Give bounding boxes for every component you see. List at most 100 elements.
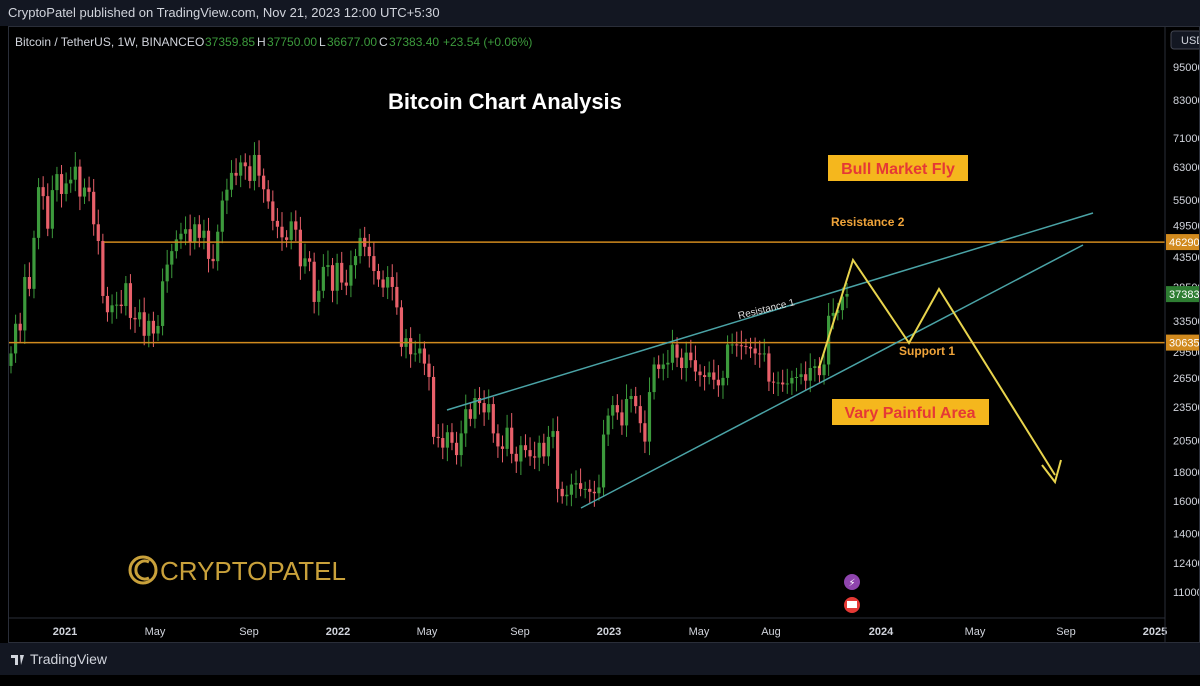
candle-body <box>55 174 59 191</box>
price-chart[interactable]: Bitcoin / TetherUS, 1W, BINANCE O 37359.… <box>9 27 1199 642</box>
candle-body <box>87 187 91 192</box>
candle-body <box>739 345 743 347</box>
candle-body <box>344 282 348 286</box>
candle-body <box>565 494 569 497</box>
candle-body <box>606 415 610 435</box>
candle-body <box>64 183 68 194</box>
price-tags: 46290 37383 30635 <box>1166 234 1199 351</box>
candle-body <box>813 366 817 368</box>
price-tick-label: 12400 <box>1173 558 1199 570</box>
candle-body <box>661 364 665 369</box>
candle-body <box>721 377 725 386</box>
candle-body <box>326 265 330 267</box>
candle-body <box>790 377 794 384</box>
candle-body <box>234 172 238 176</box>
time-tick-label: May <box>689 626 710 638</box>
candle-body <box>197 224 201 238</box>
candle-body <box>666 362 670 365</box>
price-tag-box <box>1166 334 1199 351</box>
candle-body <box>193 224 197 243</box>
candle-body <box>427 363 431 377</box>
candle-body <box>638 406 642 424</box>
candle-body <box>353 256 358 266</box>
candle-body <box>206 230 211 259</box>
resistance-1-label: Resistance 1 <box>737 297 796 322</box>
candle-body <box>703 375 707 377</box>
candle-body <box>376 271 381 280</box>
candle-body <box>592 491 596 494</box>
candle-body <box>156 325 160 334</box>
candlestick-series <box>9 140 849 507</box>
x-axis[interactable]: 2021 May Sep 2022 May Sep 2023 May Aug 2024 May Sep… <box>53 626 1167 638</box>
candle-body <box>78 166 82 197</box>
chart-frame[interactable]: Bitcoin / TetherUS, 1W, BINANCE O 37359.… <box>8 26 1200 643</box>
price-tick-label: 26500 <box>1173 373 1199 385</box>
candle-body <box>138 312 142 320</box>
candle-body <box>285 237 289 240</box>
price-tick-label: 33500 <box>1173 316 1199 328</box>
candle-body <box>409 338 413 355</box>
candle-body <box>413 353 417 355</box>
candle-body <box>225 189 229 201</box>
candle-body <box>744 346 748 348</box>
tradingview-brand[interactable]: TradingView <box>30 651 108 667</box>
lightning-event-icon[interactable] <box>844 574 860 590</box>
candle-body <box>510 427 514 454</box>
ohlc-high-label: H <box>257 35 266 49</box>
candle-body <box>271 201 275 221</box>
candle-body <box>436 436 440 439</box>
candle-body <box>500 446 505 449</box>
candle-body <box>473 397 477 419</box>
painful-area-label: Vary Painful Area <box>844 405 975 422</box>
candle-body <box>652 364 656 393</box>
candle-body <box>390 277 394 287</box>
candle-body <box>551 431 555 437</box>
candle-body <box>583 488 587 490</box>
candle-body <box>629 396 633 399</box>
candle-body <box>298 229 302 267</box>
candle-body <box>13 323 18 354</box>
candle-body <box>487 404 491 413</box>
upper-trend-line[interactable] <box>446 212 1094 411</box>
candle-body <box>330 265 335 291</box>
price-tag-label: 30635 <box>1169 338 1199 350</box>
candle-body <box>101 240 105 296</box>
candle-body <box>569 484 573 495</box>
candle-body <box>386 277 390 288</box>
candle-body <box>799 374 803 377</box>
candle-body <box>776 382 780 384</box>
candle-body <box>624 398 629 426</box>
candle-body <box>105 295 110 313</box>
candle-body <box>294 221 298 230</box>
publish-info-bar: CryptoPatel published on TradingView.com… <box>0 0 1200 26</box>
ohlc-high-value: 37750.00 <box>267 35 317 49</box>
ohlc-close-value: 37383.40 <box>389 35 439 49</box>
lower-trend-line[interactable] <box>580 244 1084 509</box>
bull-market-fly-box <box>828 155 968 181</box>
candle-body <box>505 427 509 449</box>
candle-body <box>845 294 849 297</box>
candle-body <box>785 383 789 385</box>
candle-body <box>32 237 36 289</box>
ohlc-low-value: 36677.00 <box>327 35 377 49</box>
time-tick-label: 2024 <box>869 626 894 638</box>
ohlc-open-value: 37359.85 <box>205 35 255 49</box>
candle-body <box>18 323 22 331</box>
candle-body <box>578 483 583 489</box>
price-tick-label: 23500 <box>1173 402 1199 414</box>
currency-badge[interactable] <box>1170 30 1199 50</box>
candle-body <box>248 166 252 181</box>
candle-body <box>528 450 532 457</box>
candle-body <box>445 432 449 448</box>
price-scale[interactable]: 9500083000710006300055000495004350038500… <box>1173 62 1199 599</box>
price-tag-box <box>1166 234 1199 251</box>
tradingview-logo-icon[interactable] <box>10 643 28 686</box>
time-tick-label: 2021 <box>53 626 77 638</box>
price-tick-label: 11000 <box>1173 587 1199 599</box>
price-tag-box <box>1166 286 1199 303</box>
candle-body <box>280 226 284 238</box>
projection-path[interactable] <box>818 257 1056 476</box>
candle-body <box>183 229 188 234</box>
candle-body <box>160 281 165 326</box>
chart-title: Bitcoin Chart Analysis <box>388 89 622 114</box>
